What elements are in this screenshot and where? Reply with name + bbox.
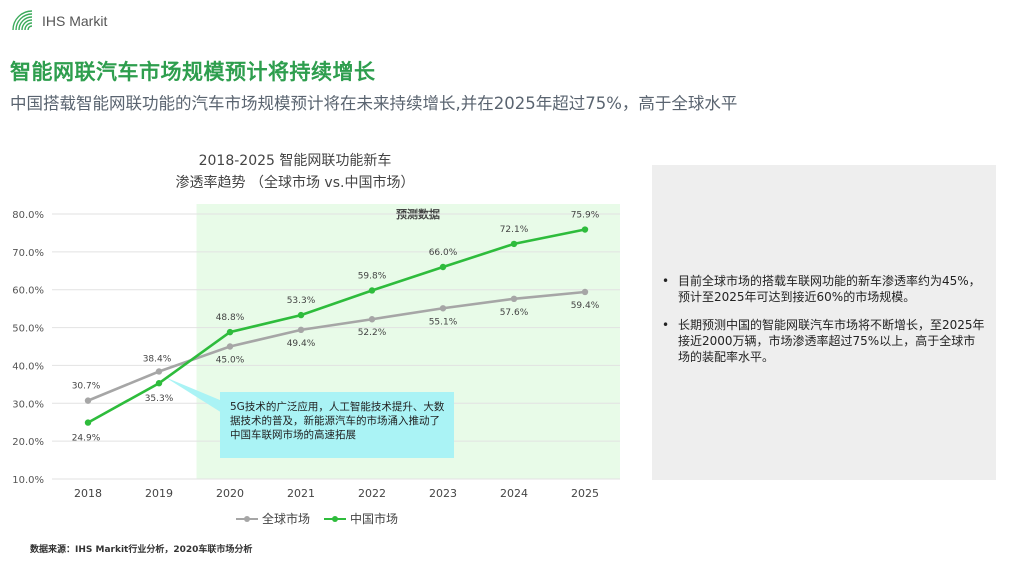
chart-legend: 全球市场 中国市场 (236, 510, 398, 527)
data-point (155, 380, 163, 387)
data-label: 53.3% (287, 296, 316, 306)
data-source-note: 数据来源：IHS Markit行业分析，2020车联市场分析 (30, 545, 253, 555)
page-title: 智能网联汽车市场规模预计将持续增长 (10, 60, 376, 84)
legend-item-global: 全球市场 (236, 510, 310, 527)
data-label: 38.4% (143, 354, 172, 364)
data-point (581, 288, 589, 296)
data-point (297, 311, 305, 319)
insight-item: • 目前全球市场的搭载车联网功能的新车渗透率约为45%，预计至2025年可达到接… (658, 273, 986, 305)
data-label: 49.4% (287, 339, 316, 349)
data-label: 75.9% (571, 211, 600, 221)
chart-title: 2018-2025 智能网联功能新车 渗透率趋势 （全球市场 vs.中国市场） (150, 150, 440, 194)
y-tick-label: 50.0% (12, 324, 44, 335)
brand-logo: IHS Markit (10, 8, 107, 34)
insight-item: • 长期预测中国的智能网联汽车市场将不断增长，至2025年接近2000万辆，市场… (658, 317, 986, 365)
x-tick-label: 2018 (74, 487, 102, 500)
page-subtitle: 中国搭载智能网联功能的汽车市场规模预计将在未来持续增长,并在2025年超过75%… (10, 94, 738, 113)
data-label: 59.8% (358, 271, 387, 281)
x-tick-label: 2019 (145, 487, 173, 500)
data-point (297, 326, 305, 334)
logo-text: IHS Markit (42, 13, 108, 29)
data-label: 52.2% (358, 328, 387, 338)
data-label: 57.6% (500, 308, 529, 318)
x-tick-label: 2025 (571, 487, 599, 500)
series-line-china (87, 228, 586, 424)
data-label: 35.3% (145, 394, 174, 404)
y-tick-label: 70.0% (12, 248, 44, 259)
data-point (510, 295, 518, 302)
data-point (368, 287, 376, 294)
data-point (226, 343, 234, 350)
insight-text: 目前全球市场的搭载车联网功能的新车渗透率约为45%，预计至2025年可达到接近6… (678, 274, 981, 304)
ihs-markit-logo-icon (12, 10, 33, 31)
data-point (84, 419, 92, 426)
bullet-icon: • (662, 274, 670, 288)
legend-swatch-china (324, 515, 347, 522)
data-point (368, 316, 376, 323)
x-tick-label: 2021 (287, 487, 315, 500)
x-tick-label: 2023 (429, 487, 457, 500)
penetration-line-chart: 预测数据10.0%20.0%30.0%40.0%50.0%60.0%70.0%8… (12, 204, 620, 500)
x-tick-label: 2024 (500, 487, 528, 500)
data-label: 45.0% (216, 356, 245, 366)
chart-title-line-1: 2018-2025 智能网联功能新车 (198, 153, 392, 169)
data-label: 55.1% (429, 317, 458, 327)
data-point (510, 240, 518, 248)
legend-label-china: 中国市场 (350, 512, 399, 526)
insight-panel: • 目前全球市场的搭载车联网功能的新车渗透率约为45%，预计至2025年可达到接… (652, 165, 996, 480)
data-point (439, 263, 447, 271)
data-point (226, 328, 234, 336)
legend-item-china: 中国市场 (324, 510, 398, 527)
y-tick-label: 20.0% (12, 437, 44, 448)
y-tick-label: 40.0% (12, 361, 44, 372)
x-tick-label: 2022 (358, 487, 386, 500)
series-line-global (87, 290, 586, 402)
y-tick-label: 80.0% (12, 210, 44, 221)
data-point (155, 368, 163, 375)
legend-label-global: 全球市场 (262, 512, 311, 526)
y-tick-label: 60.0% (12, 286, 44, 297)
data-point (84, 397, 92, 404)
y-tick-label: 30.0% (12, 399, 44, 410)
data-point (439, 305, 447, 312)
data-label: 59.4% (571, 301, 600, 311)
x-tick-label: 2020 (216, 487, 244, 500)
data-label: 30.7% (72, 382, 101, 392)
insight-text: 长期预测中国的智能网联汽车市场将不断增长，至2025年接近2000万辆，市场渗透… (678, 318, 985, 364)
chart-title-line-2: 渗透率趋势 （全球市场 vs.中国市场） (175, 175, 415, 191)
insight-list: • 目前全球市场的搭载车联网功能的新车渗透率约为45%，预计至2025年可达到接… (658, 273, 986, 365)
data-point (581, 226, 589, 233)
data-label: 66.0% (429, 248, 458, 258)
legend-swatch-global (236, 515, 258, 522)
bullet-icon: • (662, 318, 670, 332)
chart-callout: 5G技术的广泛应用，人工智能技术提升、大数据技术的普及，新能源汽车的市场涌入推动… (220, 392, 454, 458)
y-tick-label: 10.0% (12, 475, 44, 486)
data-label: 48.8% (216, 313, 245, 323)
data-label: 24.9% (72, 434, 101, 444)
data-label: 72.1% (500, 225, 529, 235)
